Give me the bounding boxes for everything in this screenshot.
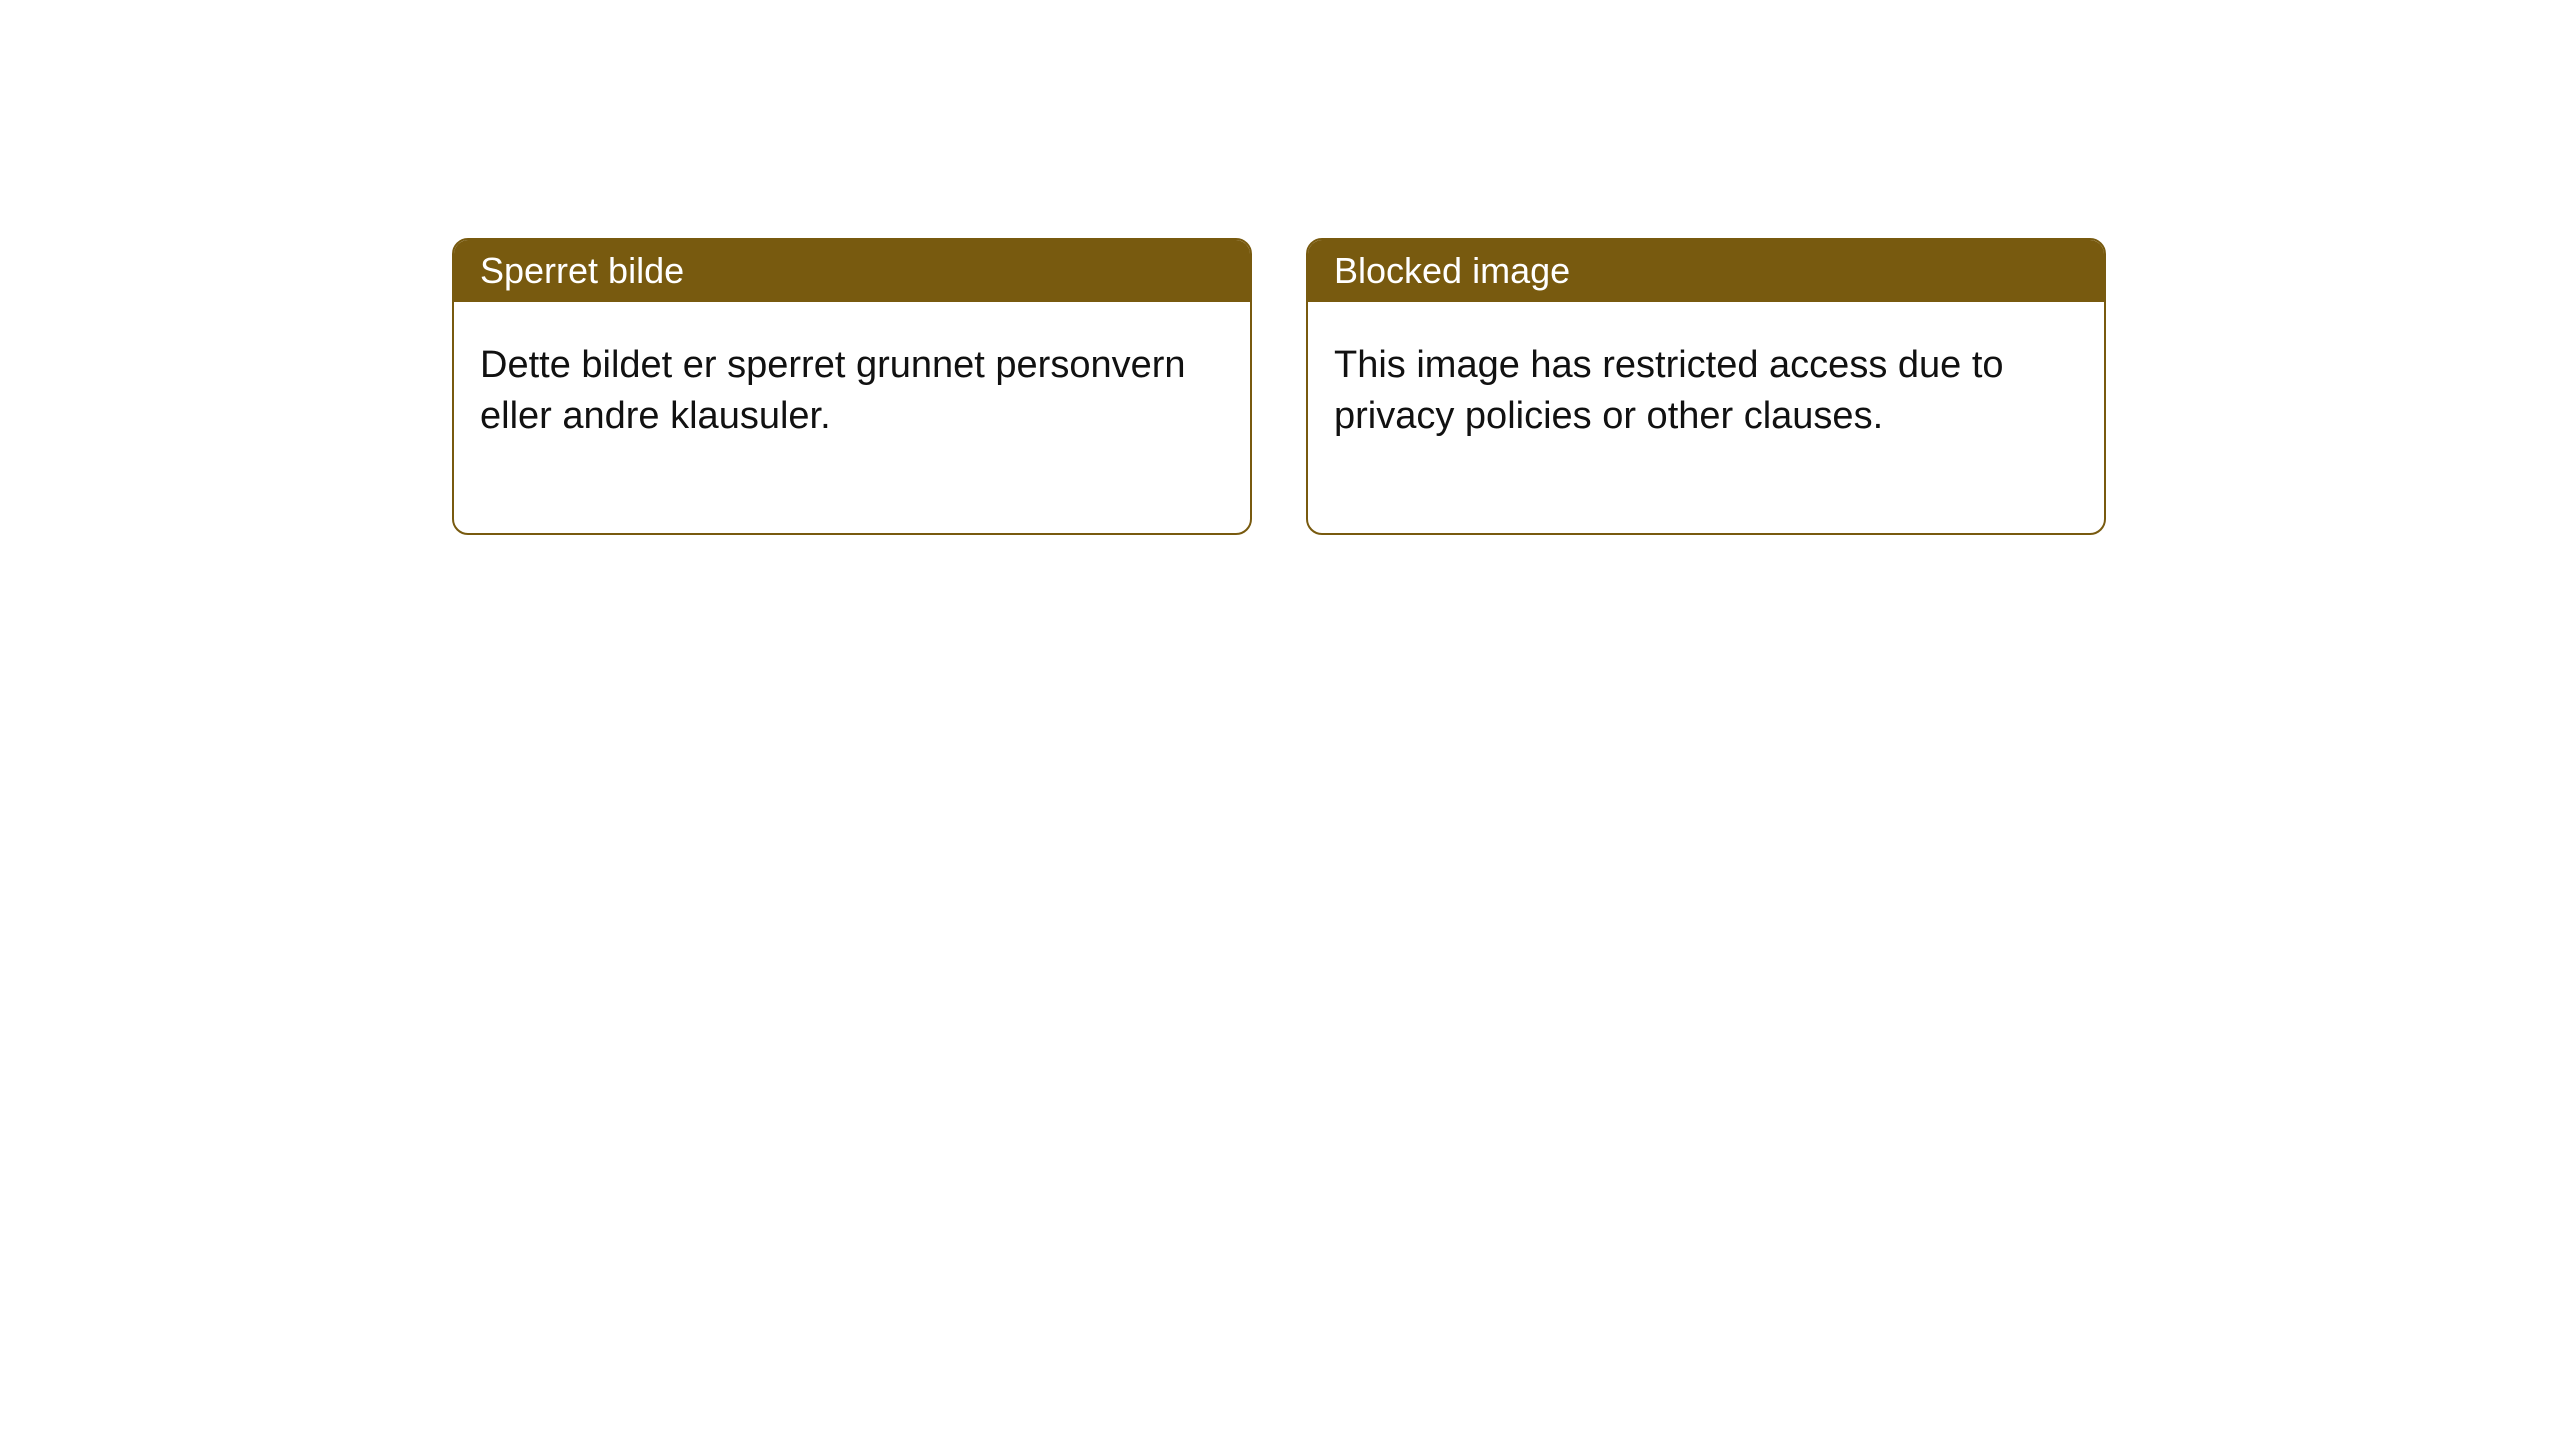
notice-card-english: Blocked image This image has restricted …	[1306, 238, 2106, 535]
notice-card-norwegian: Sperret bilde Dette bildet er sperret gr…	[452, 238, 1252, 535]
notice-body: This image has restricted access due to …	[1308, 302, 2104, 533]
notice-container: Sperret bilde Dette bildet er sperret gr…	[452, 238, 2106, 535]
notice-title: Blocked image	[1308, 240, 2104, 302]
notice-title: Sperret bilde	[454, 240, 1250, 302]
notice-body: Dette bildet er sperret grunnet personve…	[454, 302, 1250, 533]
